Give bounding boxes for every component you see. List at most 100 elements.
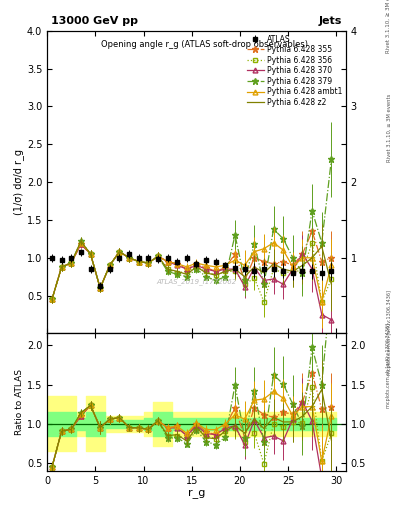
Pythia 6.428 355 <box>320 259 324 265</box>
Pythia 6.428 ambt1 <box>262 246 266 252</box>
Pythia 6.428 z2 <box>50 296 54 303</box>
Pythia 6.428 z2 <box>69 260 73 266</box>
Pythia 6.428 z2 <box>59 264 64 270</box>
Pythia 6.428 370 <box>175 262 180 268</box>
Pythia 6.428 379 <box>233 232 237 238</box>
Pythia 6.428 ambt1 <box>98 285 103 291</box>
Pythia 6.428 ambt1 <box>117 249 122 255</box>
Pythia 6.428 379 <box>194 266 199 272</box>
Pythia 6.428 355 <box>281 259 286 265</box>
Pythia 6.428 356 <box>127 254 131 261</box>
Pythia 6.428 379 <box>117 249 122 255</box>
Pythia 6.428 356 <box>213 272 218 278</box>
Y-axis label: (1/σ) dσ/d r_g: (1/σ) dσ/d r_g <box>13 149 24 215</box>
Pythia 6.428 370 <box>88 251 93 257</box>
Pythia 6.428 370 <box>233 266 237 272</box>
Pythia 6.428 370 <box>320 311 324 317</box>
Pythia 6.428 ambt1 <box>50 296 54 303</box>
Pythia 6.428 ambt1 <box>281 247 286 253</box>
Y-axis label: Ratio to ATLAS: Ratio to ATLAS <box>15 369 24 435</box>
Pythia 6.428 379 <box>271 226 276 232</box>
Pythia 6.428 379 <box>184 273 189 280</box>
Pythia 6.428 356 <box>281 270 286 276</box>
Pythia 6.428 355 <box>165 259 170 265</box>
Pythia 6.428 379 <box>59 264 64 270</box>
Pythia 6.428 z2 <box>107 262 112 268</box>
Pythia 6.428 z2 <box>223 268 228 274</box>
Line: Pythia 6.428 ambt1: Pythia 6.428 ambt1 <box>50 240 334 304</box>
Line: Pythia 6.428 379: Pythia 6.428 379 <box>48 156 335 303</box>
Pythia 6.428 370 <box>213 268 218 274</box>
Pythia 6.428 ambt1 <box>136 259 141 265</box>
Pythia 6.428 356 <box>88 251 93 257</box>
Pythia 6.428 379 <box>213 278 218 284</box>
Pythia 6.428 355 <box>175 261 180 267</box>
Pythia 6.428 379 <box>146 260 151 266</box>
Pythia 6.428 355 <box>50 296 54 303</box>
Pythia 6.428 356 <box>79 240 83 246</box>
Pythia 6.428 379 <box>329 156 334 162</box>
Pythia 6.428 370 <box>165 259 170 265</box>
Pythia 6.428 z2 <box>204 270 209 276</box>
Pythia 6.428 ambt1 <box>59 264 64 270</box>
Pythia 6.428 z2 <box>310 254 314 261</box>
Pythia 6.428 379 <box>69 260 73 266</box>
X-axis label: r_g: r_g <box>188 488 205 499</box>
Pythia 6.428 356 <box>59 264 64 270</box>
Pythia 6.428 z2 <box>175 268 180 274</box>
Pythia 6.428 356 <box>262 298 266 305</box>
Text: mcplots.cern.ch [arXiv:1306.3436]: mcplots.cern.ch [arXiv:1306.3436] <box>387 290 391 375</box>
Pythia 6.428 ambt1 <box>213 264 218 270</box>
Pythia 6.428 355 <box>252 254 257 261</box>
Pythia 6.428 379 <box>290 254 295 261</box>
Line: Pythia 6.428 z2: Pythia 6.428 z2 <box>52 241 331 300</box>
Pythia 6.428 z2 <box>233 266 237 272</box>
Pythia 6.428 z2 <box>79 238 83 244</box>
Pythia 6.428 z2 <box>146 260 151 266</box>
Pythia 6.428 ambt1 <box>156 253 160 259</box>
Pythia 6.428 355 <box>184 266 189 272</box>
Pythia 6.428 ambt1 <box>320 298 324 305</box>
Pythia 6.428 356 <box>223 268 228 274</box>
Pythia 6.428 ambt1 <box>204 262 209 268</box>
Line: Pythia 6.428 370: Pythia 6.428 370 <box>50 242 334 322</box>
Pythia 6.428 370 <box>242 284 247 290</box>
Text: 13000 GeV pp: 13000 GeV pp <box>51 15 138 26</box>
Pythia 6.428 370 <box>117 249 122 255</box>
Pythia 6.428 z2 <box>184 271 189 278</box>
Pythia 6.428 379 <box>165 268 170 274</box>
Pythia 6.428 355 <box>146 260 151 266</box>
Pythia 6.428 ambt1 <box>290 264 295 270</box>
Pythia 6.428 356 <box>69 260 73 266</box>
Pythia 6.428 355 <box>290 262 295 268</box>
Text: Opening angle r_g (ATLAS soft-drop observables): Opening angle r_g (ATLAS soft-drop obser… <box>101 40 308 49</box>
Pythia 6.428 356 <box>194 264 199 270</box>
Text: mcplots.cern.ch [arXiv:1306.3436]: mcplots.cern.ch [arXiv:1306.3436] <box>386 324 391 408</box>
Pythia 6.428 ambt1 <box>194 260 199 266</box>
Pythia 6.428 370 <box>204 266 209 272</box>
Pythia 6.428 355 <box>204 265 209 271</box>
Pythia 6.428 ambt1 <box>88 251 93 257</box>
Pythia 6.428 ambt1 <box>329 262 334 268</box>
Pythia 6.428 ambt1 <box>233 257 237 263</box>
Pythia 6.428 379 <box>156 253 160 259</box>
Pythia 6.428 z2 <box>271 261 276 267</box>
Pythia 6.428 355 <box>213 268 218 274</box>
Legend: ATLAS, Pythia 6.428 355, Pythia 6.428 356, Pythia 6.428 370, Pythia 6.428 379, P: ATLAS, Pythia 6.428 355, Pythia 6.428 35… <box>245 33 343 108</box>
Pythia 6.428 ambt1 <box>271 240 276 246</box>
Pythia 6.428 370 <box>194 262 199 268</box>
Pythia 6.428 356 <box>98 285 103 291</box>
Pythia 6.428 355 <box>127 254 131 261</box>
Pythia 6.428 356 <box>204 268 209 274</box>
Pythia 6.428 379 <box>252 241 257 247</box>
Pythia 6.428 355 <box>223 265 228 271</box>
Pythia 6.428 356 <box>156 253 160 259</box>
Pythia 6.428 356 <box>310 240 314 246</box>
Pythia 6.428 355 <box>329 254 334 261</box>
Pythia 6.428 356 <box>136 259 141 265</box>
Pythia 6.428 ambt1 <box>107 262 112 268</box>
Pythia 6.428 356 <box>329 276 334 282</box>
Pythia 6.428 355 <box>310 228 314 234</box>
Pythia 6.428 ambt1 <box>79 240 83 246</box>
Pythia 6.428 356 <box>165 266 170 272</box>
